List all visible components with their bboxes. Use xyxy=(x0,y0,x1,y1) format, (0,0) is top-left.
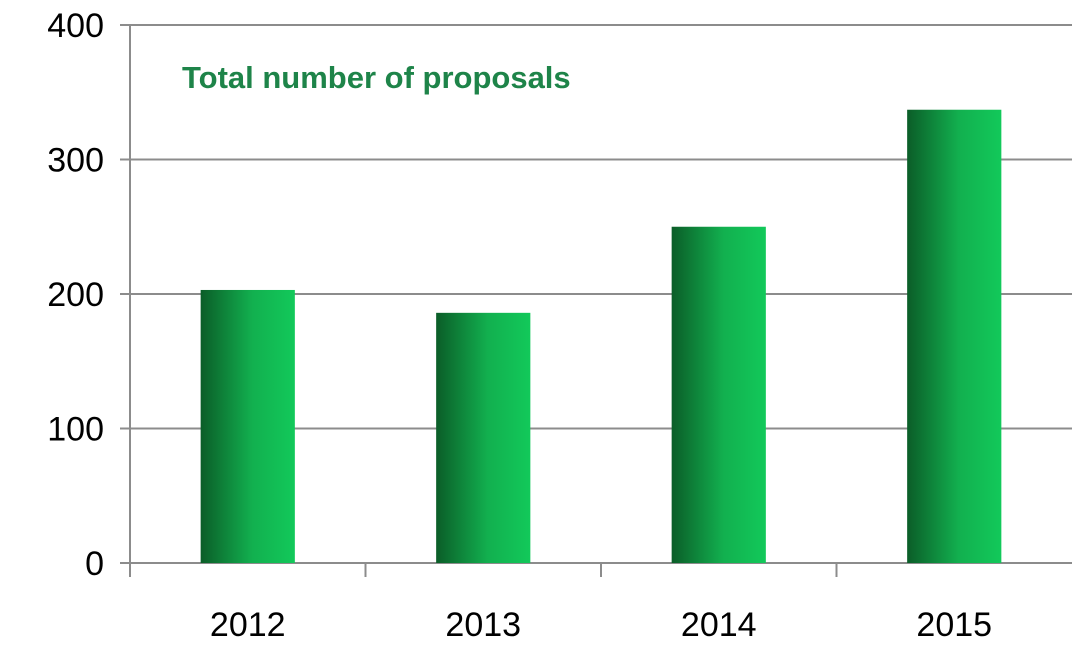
chart-title: Total number of proposals xyxy=(182,60,571,95)
bars xyxy=(200,109,1002,564)
bar-2015 xyxy=(907,109,1002,564)
y-tick-label: 300 xyxy=(47,142,104,180)
y-tick-label: 200 xyxy=(47,276,104,314)
bar-2013 xyxy=(436,312,531,563)
x-tick-label: 2014 xyxy=(681,606,757,644)
y-tick-label: 0 xyxy=(85,545,104,583)
tick-labels: 0 100 200 300 400 2012 2013 2014 2015 xyxy=(47,7,992,644)
bar-2014 xyxy=(671,226,766,563)
x-tick-label: 2015 xyxy=(916,606,992,644)
x-tick-label: 2013 xyxy=(445,606,521,644)
x-tick-label: 2012 xyxy=(210,606,286,644)
bar-2012 xyxy=(200,289,295,563)
y-tick-label: 100 xyxy=(47,411,104,449)
y-tick-label: 400 xyxy=(47,7,104,45)
